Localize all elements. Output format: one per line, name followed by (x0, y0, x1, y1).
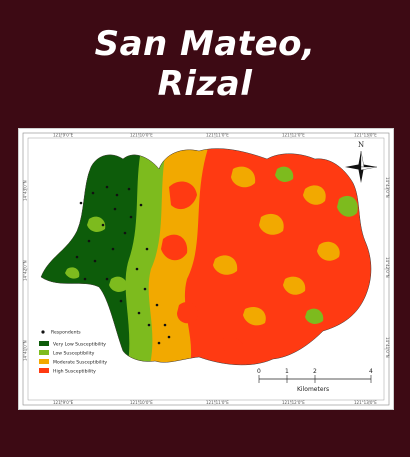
legend-respondents-symbol (41, 330, 45, 334)
left-tick-2: 14°42'0"N (23, 260, 28, 281)
respondent-marker (113, 207, 117, 211)
respondent-marker (115, 193, 119, 197)
title-line-2: Rizal (157, 64, 253, 104)
respondent-marker (105, 277, 109, 281)
respondent-marker (167, 335, 171, 339)
susceptibility-map: 121°9'0"E 121°10'0"E 121°11'0"E 121°12'0… (23, 133, 390, 406)
high-patches-in-moderate (161, 181, 244, 356)
legend-label-low: Low Susceptibility (53, 351, 95, 357)
respondent-marker (129, 215, 133, 219)
top-tick-2: 121°10'0"E (130, 133, 153, 138)
bottom-tick-1: 121°9'0"E (53, 400, 74, 405)
legend-label-high: High Susceptibility (53, 369, 96, 375)
respondent-marker (101, 223, 105, 227)
top-tick-5: 121°13'0"E (354, 133, 377, 138)
left-tick-1: 14°43'0"N (23, 180, 28, 201)
north-arrow-icon (345, 150, 378, 183)
respondent-dots (75, 185, 171, 345)
respondent-marker (135, 267, 139, 271)
respondent-marker (79, 201, 83, 205)
respondent-marker (83, 277, 87, 281)
bottom-tick-4: 121°12'0"E (282, 400, 305, 405)
respondent-marker (139, 203, 143, 207)
scale-bar: 0 1 2 4 Kilometers (257, 368, 373, 393)
respondent-marker (93, 259, 97, 263)
respondent-marker (127, 187, 131, 191)
legend-swatch-moderate (39, 359, 49, 364)
scale-tick-1: 1 (285, 368, 289, 375)
respondent-marker (111, 247, 115, 251)
legend-swatch-low (39, 350, 49, 355)
right-tick-1: 14°43'0"N (385, 177, 390, 198)
legend-respondents-label: Respondents (51, 330, 81, 336)
right-tick-2: 14°42'0"N (385, 257, 390, 278)
respondent-marker (119, 299, 123, 303)
respondent-marker (155, 303, 159, 307)
map-card: 121°9'0"E 121°10'0"E 121°11'0"E 121°12'0… (18, 128, 394, 410)
respondent-marker (157, 341, 161, 345)
bottom-tick-5: 121°13'0"E (354, 400, 377, 405)
top-tick-1: 121°9'0"E (53, 133, 74, 138)
legend: Respondents Very Low Susceptibility Low … (39, 330, 107, 375)
respondent-marker (87, 239, 91, 243)
legend-label-moderate: Moderate Susceptibility (53, 360, 107, 366)
respondent-marker (147, 323, 151, 327)
respondent-marker (163, 323, 167, 327)
moderate-patches-in-high (213, 166, 340, 326)
region-outline (40, 148, 372, 366)
scale-tick-4: 4 (369, 368, 373, 375)
frame-ticks (23, 133, 389, 405)
respondent-marker (75, 255, 79, 259)
right-tick-3: 14°41'0"N (385, 337, 390, 358)
respondent-marker (105, 185, 109, 189)
title-line-1: San Mateo, (94, 24, 316, 64)
respondent-marker (137, 311, 141, 315)
respondent-marker (123, 231, 127, 235)
north-label: N (358, 141, 364, 149)
respondent-marker (145, 247, 149, 251)
low-patches-in-high (275, 166, 358, 324)
legend-swatch-very-low (39, 341, 49, 346)
top-tick-4: 121°12'0"E (282, 133, 305, 138)
low-patches-in-very-low (65, 216, 128, 292)
bottom-tick-3: 121°11'0"E (206, 400, 229, 405)
bottom-tick-2: 121°10'0"E (130, 400, 153, 405)
scale-unit: Kilometers (297, 386, 329, 393)
legend-label-very-low: Very Low Susceptibility (53, 342, 106, 348)
susceptibility-region (41, 148, 371, 365)
scale-tick-0: 0 (257, 368, 261, 375)
scale-tick-2: 2 (313, 368, 317, 375)
left-tick-3: 14°41'0"N (23, 340, 28, 361)
top-tick-3: 121°11'0"E (206, 133, 229, 138)
respondent-marker (143, 287, 147, 291)
respondent-marker (91, 191, 95, 195)
legend-swatch-high (39, 368, 49, 373)
